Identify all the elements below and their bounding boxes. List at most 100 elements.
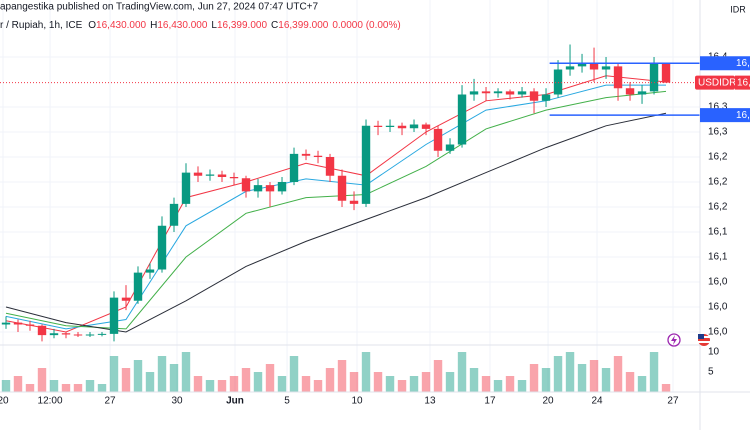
x-tick-label: 12:00 [38,396,63,407]
candle-body [157,225,167,270]
candle-body [265,185,275,192]
flag-stripe [698,341,710,343]
candle-body [565,66,575,70]
volume-bar [661,384,671,392]
candle-body [205,174,215,176]
volume-bar [229,376,239,392]
candle-body [553,69,563,95]
ticker-label: USDIDR [698,77,736,88]
volume-bar [241,368,251,392]
candle-body [217,174,227,177]
y-tick-label: 16,2 [708,152,728,163]
ticker-box [695,75,735,90]
x-tick-label: 24 [591,396,603,407]
volume-bar [589,360,599,392]
candle-body [577,63,587,67]
volume-bar [409,376,419,392]
ohlc-key: H [150,20,157,31]
volume-bar [433,360,443,392]
candle-body [13,322,23,325]
candle-body [61,333,71,335]
volume-bar [145,372,155,392]
candle-body [121,297,131,301]
candle-body [133,272,143,301]
volume-tick-label: 5 [708,367,714,378]
candle-body [601,66,611,70]
candle-body [397,125,407,129]
volume-bar [541,368,551,392]
y-tick-label: 16,3 [708,102,728,113]
candle-body [373,125,383,127]
ohlc-value: 16,399.000 [217,20,267,31]
candle-body [625,88,635,95]
volume-bar [637,376,647,392]
volume-bar [361,352,371,392]
candle-body [445,144,455,151]
candle-body [325,157,335,176]
y-tick-label: 16,3 [708,127,728,138]
candle-body [73,334,83,336]
last-price-label: 16,3 [737,77,750,88]
candle-body [241,178,251,192]
volume-bar [421,372,431,392]
y-tick-label: 16,1 [708,252,728,263]
volume-bar [517,380,527,392]
volume-bar [337,360,347,392]
volume-bar [469,368,479,392]
candle-body [289,153,299,182]
volume-bar [553,356,563,392]
volume-bar [349,372,359,392]
candle-body [181,172,191,204]
y-tick-label: 16,2 [708,202,728,213]
candle-body [145,269,155,273]
volume-bar [205,380,215,392]
y-tick-label: 16,0 [708,327,728,338]
x-tick-label: 27 [104,396,116,407]
volume-bar [529,364,539,392]
candle-body [433,128,443,151]
candle-body [301,153,311,156]
level-label-box [700,108,750,123]
volume-bar [289,356,299,392]
ohlc-value: 16,430.000 [157,20,207,31]
volume-bar [313,380,323,392]
volume-bar [457,352,467,392]
x-tick-label: 5 [284,396,290,407]
candle-body [385,125,395,127]
candle-body [25,324,35,326]
ohlc-key: C [271,20,278,31]
candle-body [1,322,11,325]
symbol: r / Rupiah, 1h, ICE [0,20,83,31]
volume-bar [169,364,179,392]
volume-bar [193,376,203,392]
candle-body [37,325,47,336]
volume-bar [277,376,287,392]
volume-bar [25,384,35,392]
volume-bar [265,364,275,392]
candle-body [229,177,239,179]
candle-body [649,63,659,92]
level-label: 16,4 [736,58,750,69]
candle-body [493,91,503,94]
volume-bar [505,376,515,392]
x-tick-label: 17 [484,396,496,407]
y-tick-label: 16,1 [708,227,728,238]
volume-bar [373,372,383,392]
volume-bar [481,376,491,392]
volume-bar [445,372,455,392]
volume-bar [85,380,95,392]
volume-bar [109,356,119,392]
volume-tick-label: 10 [708,347,720,358]
change: 0.0000 (0.00%) [332,20,400,31]
ohlc-value: 16,399.000 [278,20,328,31]
icons [667,333,710,347]
candle-body [337,175,347,201]
candle-body [613,66,623,89]
volume-bar [61,384,71,392]
volume-bar [385,376,395,392]
volume-bar [577,364,587,392]
volume-bar [397,380,407,392]
